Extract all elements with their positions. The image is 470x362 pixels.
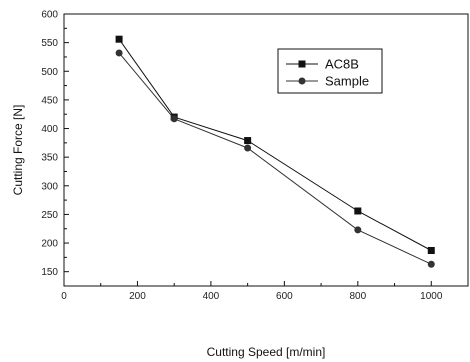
legend: AC8B Sample [277, 48, 383, 94]
x-tick-label: 400 [203, 291, 220, 302]
data-point [427, 260, 435, 268]
x-tick-label: 600 [276, 291, 293, 302]
series-layer [115, 35, 435, 268]
legend-marker [298, 77, 306, 85]
y-tick-label: 200 [41, 239, 58, 250]
series-sample [115, 49, 435, 268]
series-ac8b [115, 35, 435, 254]
x-axis-label: Cutting Speed [m/min] [207, 345, 326, 359]
plot-frame [63, 13, 469, 287]
data-point [244, 144, 252, 152]
legend-box [277, 48, 383, 94]
y-axis-label: Cutting Force [N] [11, 105, 25, 196]
x-tick-label: 800 [349, 291, 366, 302]
y-tick-label: 500 [41, 67, 58, 78]
data-point [354, 226, 362, 234]
y-tick-label: 600 [41, 10, 58, 21]
x-axis-ticks: 0 200 400 600 800 1000 [61, 281, 443, 302]
data-point [244, 137, 252, 145]
y-tick-label: 400 [41, 124, 58, 135]
legend-marker [298, 60, 306, 68]
legend-entry: AC8B [286, 57, 359, 72]
y-tick-label: 350 [41, 153, 58, 164]
x-tick-label: 200 [129, 291, 146, 302]
data-point [170, 115, 178, 123]
legend-entry: Sample [286, 74, 369, 89]
y-axis-ticks: 150 200 250 300 350 400 450 500 550 600 [41, 10, 69, 278]
legend-label: AC8B [325, 57, 359, 72]
y-tick-label: 150 [41, 267, 58, 278]
y-tick-label: 300 [41, 181, 58, 192]
data-point [115, 35, 123, 43]
data-point [354, 207, 362, 215]
x-tick-label: 0 [61, 291, 67, 302]
y-tick-label: 550 [41, 38, 58, 49]
x-tick-label: 1000 [420, 291, 443, 302]
legend-label: Sample [325, 74, 369, 89]
y-tick-label: 450 [41, 95, 58, 106]
data-point [427, 246, 435, 254]
data-point [115, 49, 123, 57]
y-tick-label: 250 [41, 210, 58, 221]
series-line [118, 38, 432, 251]
